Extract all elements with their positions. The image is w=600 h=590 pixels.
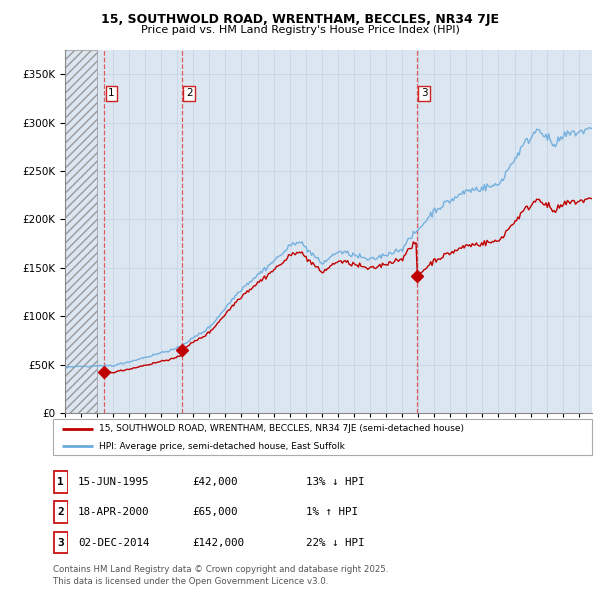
Text: Contains HM Land Registry data © Crown copyright and database right 2025.
This d: Contains HM Land Registry data © Crown c… [53,565,388,586]
Text: 18-APR-2000: 18-APR-2000 [78,507,149,517]
Text: £65,000: £65,000 [192,507,238,517]
Text: 2: 2 [186,88,193,99]
Text: 15, SOUTHWOLD ROAD, WRENTHAM, BECCLES, NR34 7JE (semi-detached house): 15, SOUTHWOLD ROAD, WRENTHAM, BECCLES, N… [98,424,464,433]
FancyBboxPatch shape [53,419,592,455]
Text: 1% ↑ HPI: 1% ↑ HPI [306,507,358,517]
FancyBboxPatch shape [53,471,68,493]
Text: 15-JUN-1995: 15-JUN-1995 [78,477,149,487]
Text: 1: 1 [108,88,115,99]
Text: £142,000: £142,000 [192,538,244,548]
Text: 1: 1 [57,477,64,487]
Text: Price paid vs. HM Land Registry's House Price Index (HPI): Price paid vs. HM Land Registry's House … [140,25,460,35]
Text: 02-DEC-2014: 02-DEC-2014 [78,538,149,548]
Text: 15, SOUTHWOLD ROAD, WRENTHAM, BECCLES, NR34 7JE: 15, SOUTHWOLD ROAD, WRENTHAM, BECCLES, N… [101,13,499,26]
Text: £42,000: £42,000 [192,477,238,487]
Text: 2: 2 [57,507,64,517]
Text: 13% ↓ HPI: 13% ↓ HPI [306,477,365,487]
FancyBboxPatch shape [53,532,68,553]
Bar [65,50,97,413]
Text: 22% ↓ HPI: 22% ↓ HPI [306,538,365,548]
Text: 3: 3 [57,538,64,548]
Text: 3: 3 [421,88,427,99]
FancyBboxPatch shape [53,502,68,523]
Text: HPI: Average price, semi-detached house, East Suffolk: HPI: Average price, semi-detached house,… [98,442,344,451]
